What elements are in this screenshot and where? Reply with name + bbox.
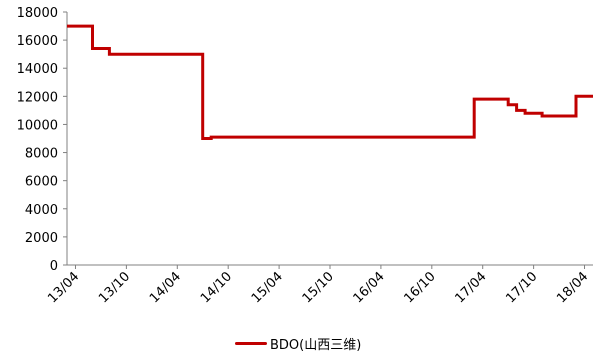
x-tick-label: 13/10 bbox=[96, 269, 133, 306]
legend-swatch bbox=[235, 341, 267, 345]
x-tick-label: 14/04 bbox=[147, 269, 184, 306]
x-tick-label: 13/04 bbox=[45, 269, 82, 306]
y-tick-label: 10000 bbox=[17, 118, 58, 133]
x-tick-label: 15/04 bbox=[249, 269, 286, 306]
y-tick-label: 18000 bbox=[17, 6, 58, 21]
x-tick-label: 17/10 bbox=[503, 269, 540, 306]
x-axis: 13/04 13/10 14/04 14/10 15/04 15/10 16/04 16/10… bbox=[45, 264, 593, 306]
y-tick-label: 16000 bbox=[17, 34, 58, 49]
legend-label: BDO(山西三维) bbox=[270, 337, 362, 353]
x-tick-label: 15/10 bbox=[300, 269, 337, 306]
series-line-bdo bbox=[67, 24, 593, 140]
y-tick-label: 0 bbox=[50, 259, 58, 274]
x-tick-label: 14/10 bbox=[198, 269, 235, 306]
legend: BDO(山西三维) bbox=[235, 333, 361, 353]
series-layer bbox=[67, 24, 593, 140]
x-tick-label: 16/04 bbox=[351, 269, 388, 306]
y-tick-label: 12000 bbox=[17, 90, 58, 105]
y-axis: 0 2000 4000 6000 8000 10000 12000 14000 16000 180… bbox=[17, 6, 68, 274]
x-tick-label: 16/10 bbox=[402, 269, 439, 306]
x-tick-label: 18/04 bbox=[554, 269, 591, 306]
y-tick-label: 2000 bbox=[25, 231, 58, 246]
y-tick-label: 6000 bbox=[25, 175, 58, 190]
y-tick-label: 14000 bbox=[17, 62, 58, 77]
x-tick-label: 17/04 bbox=[452, 269, 489, 306]
y-tick-label: 4000 bbox=[25, 203, 58, 218]
y-tick-label: 8000 bbox=[25, 147, 58, 162]
